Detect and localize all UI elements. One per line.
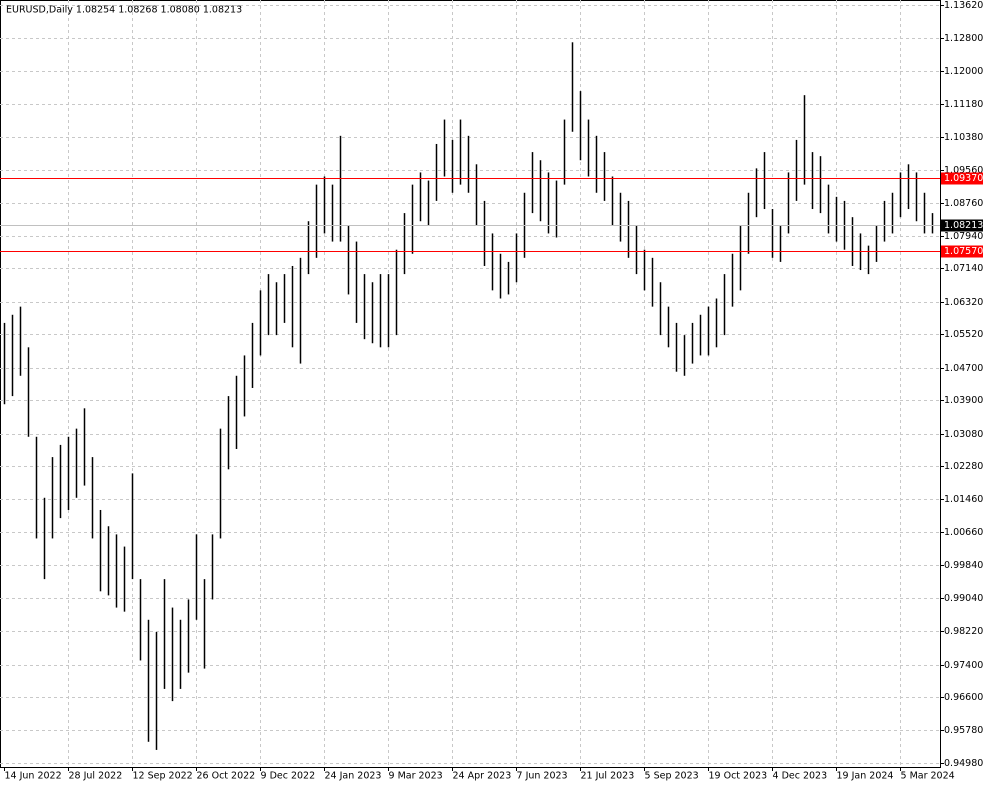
x-tick-label: 19 Oct 2023: [709, 771, 768, 782]
y-tick-label: 1.03080: [944, 429, 983, 440]
level-label: 1.09370: [944, 173, 983, 184]
y-tick-label: 0.97400: [944, 660, 983, 671]
y-tick-label: 1.01460: [944, 494, 983, 505]
x-tick-label: 21 Jul 2023: [581, 771, 635, 782]
x-tick-label: 5 Sep 2023: [645, 771, 699, 782]
level-box: [941, 172, 983, 185]
y-tick-label: 1.06320: [944, 297, 983, 308]
current-price-box: [941, 219, 983, 232]
plot-frame: [0, 0, 941, 768]
y-tick-label: 1.02280: [944, 461, 983, 472]
x-tick-label: 24 Apr 2023: [453, 771, 512, 782]
y-tick-label: 0.99840: [944, 560, 983, 571]
current-price-label: 1.08213: [944, 220, 983, 231]
x-tick-label: 4 Dec 2023: [773, 771, 828, 782]
y-tick-label: 0.94980: [944, 758, 983, 769]
x-tick-label: 14 Jun 2022: [5, 771, 62, 782]
overlays: 1.08213 1.09370 1.07570: [0, 172, 983, 258]
y-tick-label: 1.04700: [944, 363, 983, 374]
y-tick-label: 1.12800: [944, 33, 983, 44]
y-tick-label: 1.03900: [944, 395, 983, 406]
y-tick-label: 1.11180: [944, 99, 983, 110]
x-tick-label: 7 Jun 2023: [517, 771, 568, 782]
y-tick-label: 0.98220: [944, 626, 983, 637]
y-tick-label: 1.05520: [944, 329, 983, 340]
y-tick-label: 0.95780: [944, 725, 983, 736]
x-tick-label: 9 Dec 2022: [261, 771, 316, 782]
y-tick-label: 1.00660: [944, 527, 983, 538]
y-tick-label: 1.07940: [944, 231, 983, 242]
x-tick-label: 24 Jan 2023: [325, 771, 382, 782]
x-tick-label: 5 Mar 2024: [901, 771, 955, 782]
y-tick-label: 1.09560: [944, 165, 983, 176]
x-tick-label: 9 Mar 2023: [389, 771, 443, 782]
y-tick-label: 1.08760: [944, 198, 983, 209]
x-tick-label: 19 Jan 2024: [837, 771, 894, 782]
y-tick-label: 1.07140: [944, 263, 983, 274]
y-tick-label: 1.10380: [944, 132, 983, 143]
y-tick-label: 0.99040: [944, 593, 983, 604]
x-tick-label: 28 Jul 2022: [69, 771, 123, 782]
level-label: 1.07570: [944, 246, 983, 257]
level-box: [941, 245, 983, 258]
x-tick-label: 12 Sep 2022: [133, 771, 193, 782]
bars: [3, 42, 934, 750]
x-tick-label: 26 Oct 2022: [197, 771, 256, 782]
y-tick-label: 1.13620: [944, 0, 983, 11]
chart-title: EURUSD,Daily 1.08254 1.08268 1.08080 1.0…: [6, 5, 242, 16]
y-tick-label: 0.96600: [944, 692, 983, 703]
y-tick-label: 1.12000: [944, 66, 983, 77]
